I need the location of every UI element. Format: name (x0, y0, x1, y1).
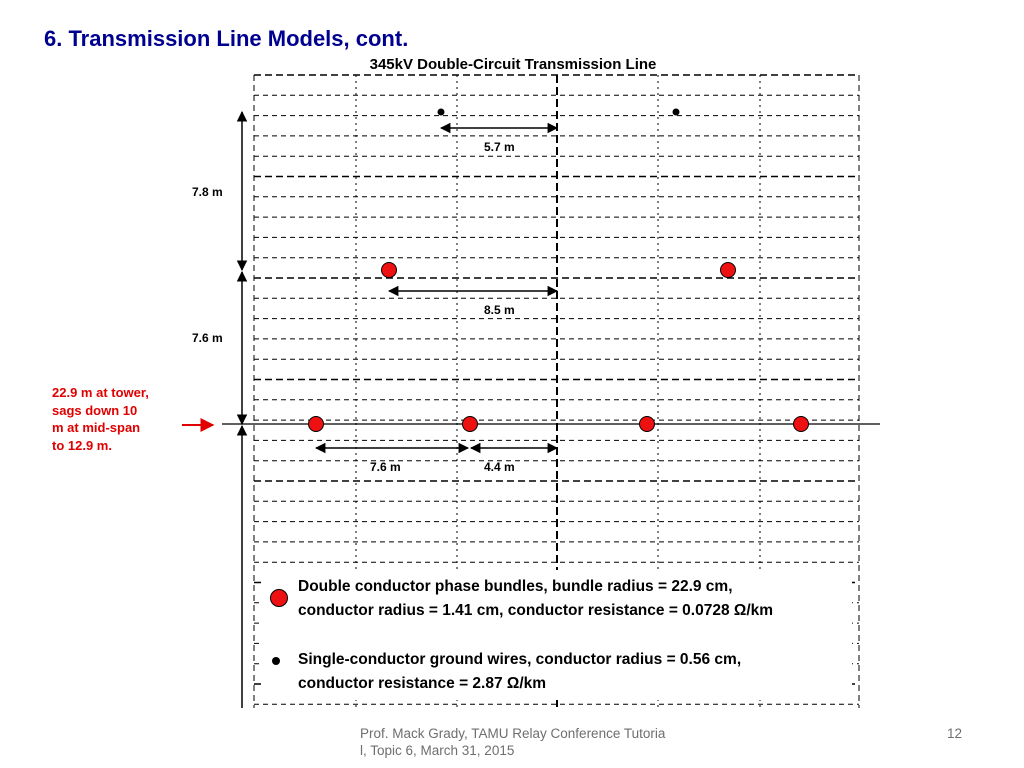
phase-bundle-upper-left (381, 262, 397, 278)
legend-ground-text: Single-conductor ground wires, conductor… (298, 651, 742, 693)
lower-inner-spacing-label: 7.6 m (370, 460, 401, 474)
page-number: 12 (946, 726, 962, 741)
phase-bundle-upper-right (720, 262, 736, 278)
vertical-upper-label: 7.8 m (192, 185, 223, 199)
footer-text: Prof. Mack Grady, TAMU Relay Conference … (360, 726, 666, 758)
phase-bundle-legend-icon (270, 589, 288, 607)
phase-bundle-lower-2 (462, 416, 478, 432)
diagram-title: 345kV Double-Circuit Transmission Line (318, 56, 708, 73)
ground-wire-right (672, 108, 680, 116)
slide-title: 6. Transmission Line Models, cont. (44, 26, 409, 51)
ground-wire-legend-icon (272, 657, 280, 665)
phase-bundle-lower-4 (793, 416, 809, 432)
vertical-lower-label: 7.6 m (192, 331, 223, 345)
ground-wire-spacing-label: 5.7 m (484, 140, 515, 154)
upper-phase-spacing-label: 8.5 m (484, 303, 515, 317)
phase-bundle-lower-1 (308, 416, 324, 432)
legend-bundle-text: Double conductor phase bundles, bundle r… (298, 578, 774, 620)
ground-wire-left (437, 108, 445, 116)
lower-outer-spacing-label: 4.4 m (484, 460, 515, 474)
phase-bundle-lower-3 (639, 416, 655, 432)
legend: Double conductor phase bundles, bundle r… (262, 570, 852, 700)
sag-note: 22.9 m at tower, sags down 10 m at mid-s… (52, 385, 149, 453)
